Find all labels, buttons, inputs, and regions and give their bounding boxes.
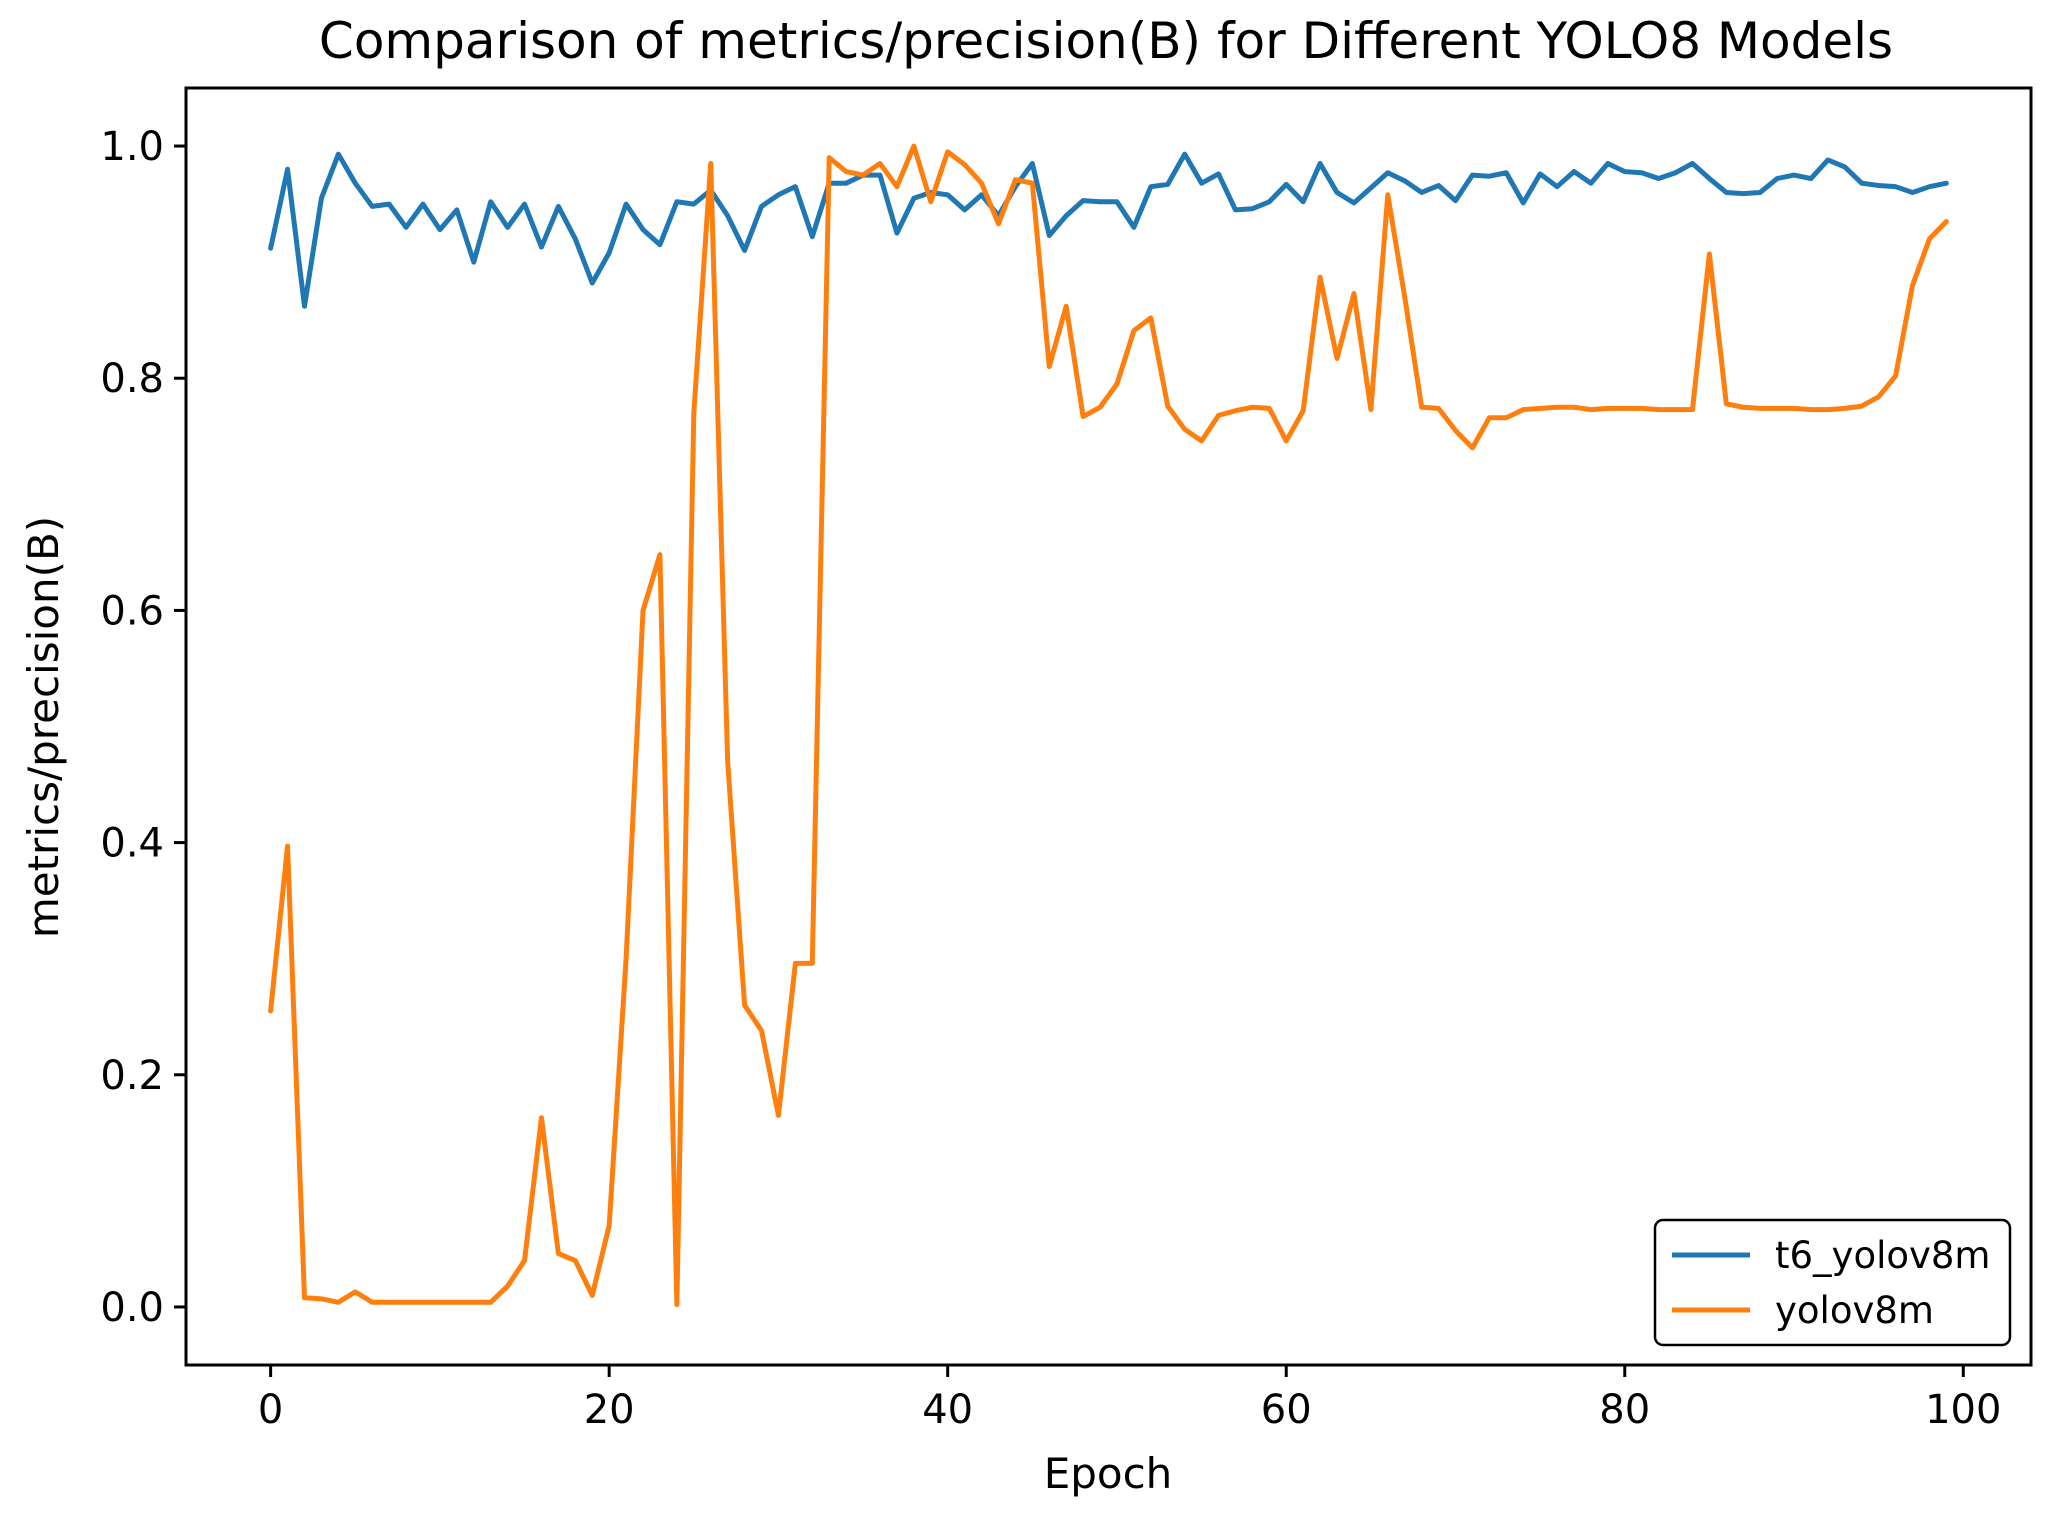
- x-tick-label: 40: [922, 1387, 973, 1433]
- x-tick-label: 20: [584, 1387, 635, 1433]
- y-axis-label: metrics/precision(B): [19, 516, 68, 938]
- legend-label-t6-yolov8m: t6_yolov8m: [1775, 1234, 1990, 1277]
- y-tick-label: 0.4: [100, 821, 164, 867]
- y-tick-label: 0.8: [100, 356, 164, 402]
- chart-title: Comparison of metrics/precision(B) for D…: [319, 12, 1893, 70]
- x-tick-label: 60: [1261, 1387, 1312, 1433]
- x-tick-label: 0: [258, 1387, 283, 1433]
- x-tick-label: 80: [1599, 1387, 1650, 1433]
- x-axis-label: Epoch: [1044, 1449, 1173, 1498]
- series-line-yolov8m: [268, 143, 1949, 1308]
- y-tick-label: 0.0: [100, 1285, 164, 1331]
- x-tick-label: 100: [1925, 1387, 2001, 1433]
- x-axis-ticks: 0 20 40 60 80 100: [258, 1365, 2001, 1433]
- plot-area: [184, 86, 2033, 1367]
- y-tick-label: 1.0: [100, 124, 164, 170]
- legend-box: [1653, 1218, 2012, 1347]
- legend-label-yolov8m: yolov8m: [1775, 1289, 1934, 1332]
- legend: t6_yolov8m yolov8m: [1653, 1218, 2012, 1347]
- series-line-t6-yolov8m: [268, 151, 1949, 309]
- plot-frame: [184, 86, 2033, 1367]
- series-layer: [268, 143, 1949, 1308]
- y-tick-label: 0.6: [100, 588, 164, 634]
- y-tick-label: 0.2: [100, 1053, 164, 1099]
- y-axis-ticks: 0.0 0.2 0.4 0.6 0.8 1.0: [100, 124, 186, 1331]
